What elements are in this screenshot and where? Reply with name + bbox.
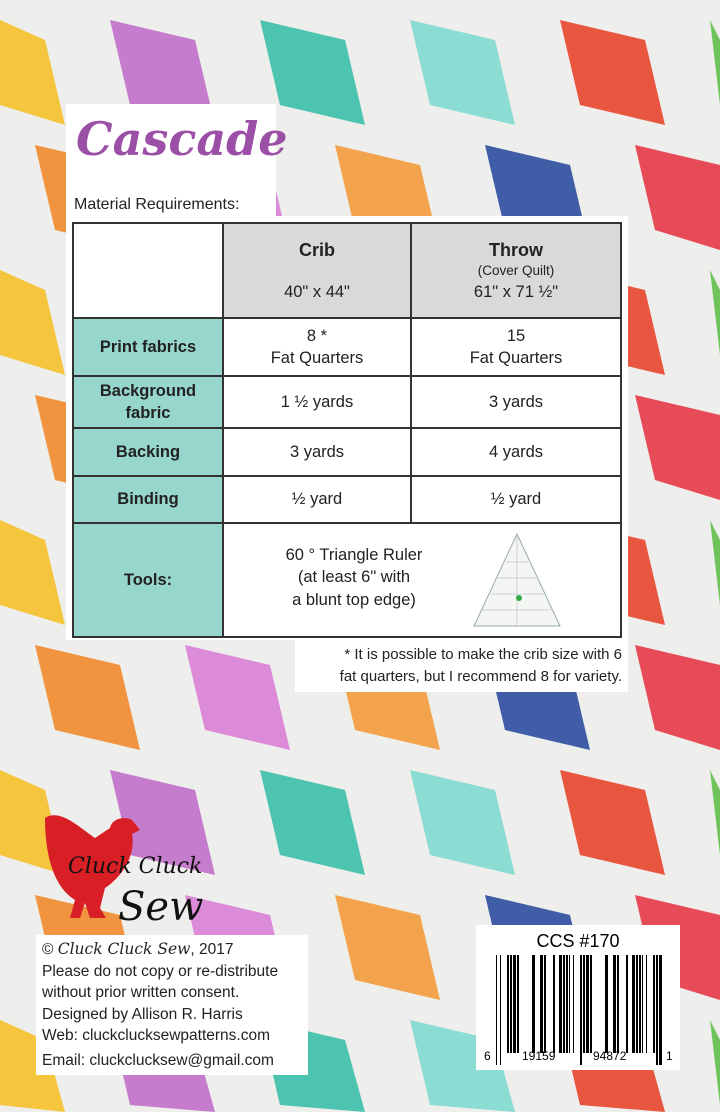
col-throw: Throw (Cover Quilt) 61" x 71 ½"	[410, 222, 622, 319]
barcode-bar	[507, 955, 509, 1053]
empty-corner	[72, 222, 224, 319]
quilt-diamond	[560, 770, 665, 875]
barcode-bar	[569, 955, 570, 1053]
barcode-bar	[559, 955, 562, 1053]
barcode-bar	[496, 955, 497, 1065]
quilt-diamond	[185, 645, 290, 750]
barcode-bar	[510, 955, 512, 1053]
barcode-bar	[626, 955, 628, 1053]
barcode-bar	[513, 955, 516, 1053]
barcode-bar	[646, 955, 647, 1053]
table-row: Backing 3 yards 4 yards	[72, 427, 622, 477]
footnote: * It is possible to make the crib size w…	[295, 640, 628, 692]
material-heading: Material Requirements:	[74, 196, 240, 213]
barcode-bar	[500, 955, 501, 1065]
barcode-bar	[613, 955, 616, 1053]
barcode-bar	[659, 955, 662, 1065]
barcode-bar	[632, 955, 635, 1053]
quilt-diamond	[635, 645, 720, 750]
hen-silhouette-icon: Cluck Cluck Sew	[45, 815, 203, 930]
barcode-bar	[566, 955, 568, 1053]
quilt-diamond	[410, 20, 515, 125]
quilt-diamond	[0, 1020, 65, 1112]
barcode-bar	[532, 955, 535, 1053]
quilt-diamond	[0, 270, 65, 375]
title-box: Cascade Material Requirements:	[66, 104, 288, 216]
quilt-diamond	[35, 645, 140, 750]
barcode-bar	[544, 955, 546, 1053]
quilt-diamond	[710, 520, 720, 625]
quilt-diamond	[110, 20, 215, 125]
barcode-bar	[639, 955, 641, 1053]
triangle-ruler-image	[473, 532, 561, 627]
col-crib: Crib 40" x 44"	[222, 222, 412, 319]
svg-text:Sew: Sew	[118, 884, 203, 930]
quilt-diamond	[0, 20, 65, 125]
quilt-diamond	[710, 270, 720, 375]
barcode-bar	[653, 955, 655, 1053]
barcode-bar	[617, 955, 619, 1053]
barcode-bar	[573, 955, 574, 1053]
barcode-box: CCS #170 6 19159 94872 1	[476, 925, 680, 1070]
quilt-diamond	[560, 20, 665, 125]
barcode-bar	[656, 955, 658, 1065]
quilt-diamond	[635, 395, 720, 500]
quilt-diamond	[710, 1020, 720, 1112]
quilt-diamond	[635, 145, 720, 250]
quilt-diamond	[710, 20, 720, 125]
quilt-diamond	[260, 20, 365, 125]
quilt-diamond	[410, 770, 515, 875]
barcode-bar	[563, 955, 565, 1053]
barcode-bar	[642, 955, 643, 1053]
barcode-bar	[553, 955, 555, 1053]
quilt-diamond	[0, 520, 65, 625]
barcode	[496, 955, 662, 1065]
barcode-bar	[590, 955, 592, 1053]
materials-table: Crib 40" x 44" Throw (Cover Quilt) 61" x 7…	[72, 222, 622, 638]
cluck-cluck-sew-logo: Cluck Cluck Sew	[40, 808, 210, 933]
svg-text:Cluck Cluck: Cluck Cluck	[68, 854, 202, 879]
table-row: Background fabric 1 ½ yards 3 yards	[72, 375, 622, 429]
table-row: Print fabrics 8 * Fat Quarters 15 Fat Quar…	[72, 317, 622, 377]
quilt-diamond	[335, 895, 440, 1000]
pattern-code: CCS #170	[536, 931, 620, 951]
table-row: Binding ½ yard ½ yard	[72, 475, 622, 524]
barcode-bar	[586, 955, 589, 1053]
materials-table-box: Crib 40" x 44" Throw (Cover Quilt) 61" x 7…	[66, 216, 628, 640]
barcode-bar	[540, 955, 543, 1053]
barcode-bar	[517, 955, 519, 1053]
barcode-bar	[583, 955, 585, 1053]
quilt-diamond	[110, 770, 215, 875]
barcode-bar	[636, 955, 638, 1053]
barcode-bar	[605, 955, 608, 1053]
barcode-bar	[580, 955, 582, 1065]
pattern-title: Cascade	[76, 112, 288, 166]
quilt-diamond	[710, 770, 720, 875]
quilt-diamond	[260, 770, 365, 875]
copyright-info: © Cluck Cluck Sew, 2017 Please do not co…	[36, 935, 308, 1075]
table-row-tools: Tools: 60 ° Triangle Ruler (at least 6" w…	[72, 522, 622, 638]
